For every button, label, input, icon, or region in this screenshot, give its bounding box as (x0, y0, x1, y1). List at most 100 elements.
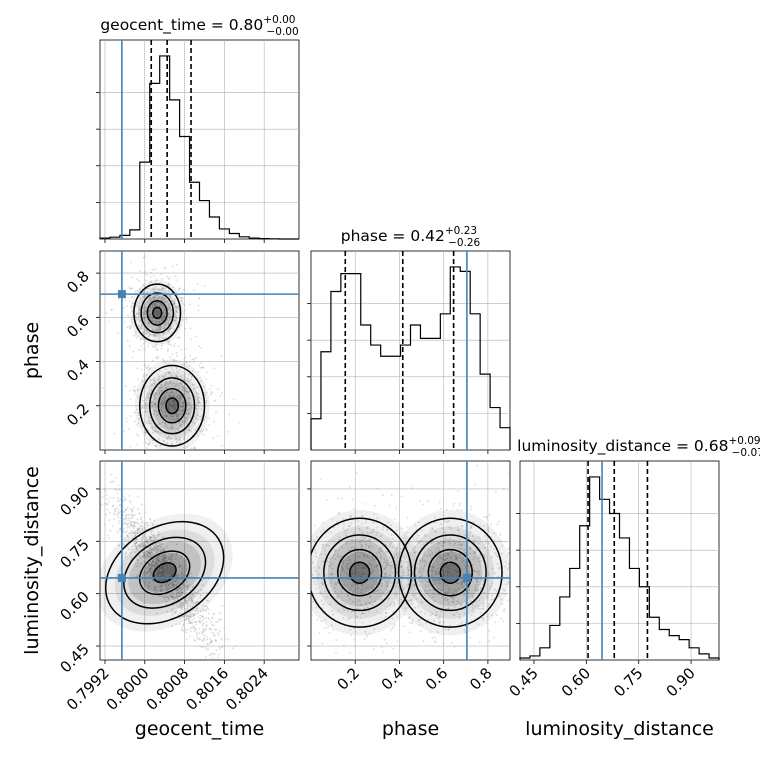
sample-point (413, 551, 416, 554)
sample-point (130, 318, 133, 321)
sample-point (168, 395, 171, 397)
sample-point (456, 557, 458, 559)
sample-point (407, 600, 410, 602)
sample-point (166, 415, 169, 417)
sample-point (168, 594, 171, 596)
sample-point (177, 592, 180, 594)
sample-point (443, 531, 446, 534)
sample-point (150, 281, 152, 283)
sample-point (164, 594, 167, 596)
sample-point (185, 412, 188, 415)
sample-point (315, 606, 318, 609)
sample-point (117, 497, 119, 500)
sample-point (395, 585, 398, 587)
sample-point (371, 546, 374, 549)
sample-point (480, 596, 483, 599)
sample-point (149, 568, 152, 571)
sample-point (170, 575, 173, 577)
sample-point (168, 414, 171, 417)
sample-point (174, 558, 177, 560)
sample-point (213, 400, 216, 403)
sample-point (119, 503, 122, 506)
sample-point (129, 501, 132, 504)
sample-point (433, 541, 435, 543)
sample-point (312, 600, 314, 603)
sample-point (134, 290, 137, 293)
sample-point (193, 630, 196, 632)
sample-point (508, 567, 510, 569)
sample-point (477, 604, 480, 607)
sample-point (167, 558, 170, 560)
sample-point (148, 322, 151, 325)
sample-point (443, 541, 446, 544)
sample-point (136, 367, 139, 369)
sample-point (176, 584, 179, 587)
sample-point (151, 529, 154, 532)
sample-point (150, 298, 153, 301)
sample-point (181, 627, 184, 629)
sample-point (181, 584, 184, 587)
sample-point (171, 415, 174, 417)
sample-point (476, 589, 479, 592)
sample-point (170, 367, 173, 369)
sample-point (189, 613, 192, 615)
sample-point (136, 508, 139, 511)
sample-point (100, 503, 103, 506)
sample-point (126, 305, 129, 307)
sample-point (165, 568, 168, 571)
sample-point (149, 313, 152, 316)
sample-point (169, 601, 172, 604)
sample-point (188, 402, 191, 405)
sample-point (363, 555, 366, 557)
sample-point (155, 315, 158, 318)
sample-point (460, 543, 463, 546)
sample-point (167, 588, 170, 591)
sample-point (152, 329, 155, 332)
sample-point (182, 401, 185, 404)
sample-point (213, 653, 216, 656)
sample-point (430, 556, 432, 559)
sample-point (146, 324, 149, 327)
sample-point (417, 620, 420, 623)
sample-point (194, 640, 196, 642)
sample-point (198, 637, 201, 640)
sample-point (437, 550, 440, 553)
sample-point (386, 529, 388, 532)
sample-point (202, 638, 205, 641)
sample-point (128, 519, 131, 522)
sample-point (159, 444, 162, 447)
sample-point (136, 518, 139, 521)
sample-point (361, 621, 364, 624)
sample-point (157, 568, 160, 570)
sample-point (164, 555, 167, 558)
sample-point (150, 427, 153, 429)
sample-point (502, 610, 505, 612)
sample-point (161, 558, 163, 561)
sample-point (177, 306, 179, 309)
sample-point (198, 396, 201, 399)
sample-point (204, 394, 207, 396)
sample-point (419, 584, 421, 587)
sample-point (149, 538, 151, 541)
sample-point (150, 533, 153, 535)
contour-line (123, 536, 207, 609)
sample-point (155, 454, 157, 456)
sample-point (445, 593, 447, 595)
sample-point (163, 315, 165, 318)
sample-point (144, 555, 146, 558)
sample-point (201, 579, 204, 582)
sample-point (446, 598, 449, 601)
sample-point (450, 556, 453, 559)
sample-point (147, 552, 150, 554)
sample-point (348, 558, 351, 561)
sample-point (166, 284, 169, 286)
sample-point (148, 334, 151, 337)
sample-point (421, 572, 424, 575)
sample-point (171, 405, 174, 408)
sample-point (106, 503, 108, 506)
sample-point (149, 564, 152, 567)
sample-point (158, 378, 160, 380)
sample-point (181, 297, 183, 300)
sample-point (422, 553, 425, 556)
sample-point (435, 641, 438, 643)
